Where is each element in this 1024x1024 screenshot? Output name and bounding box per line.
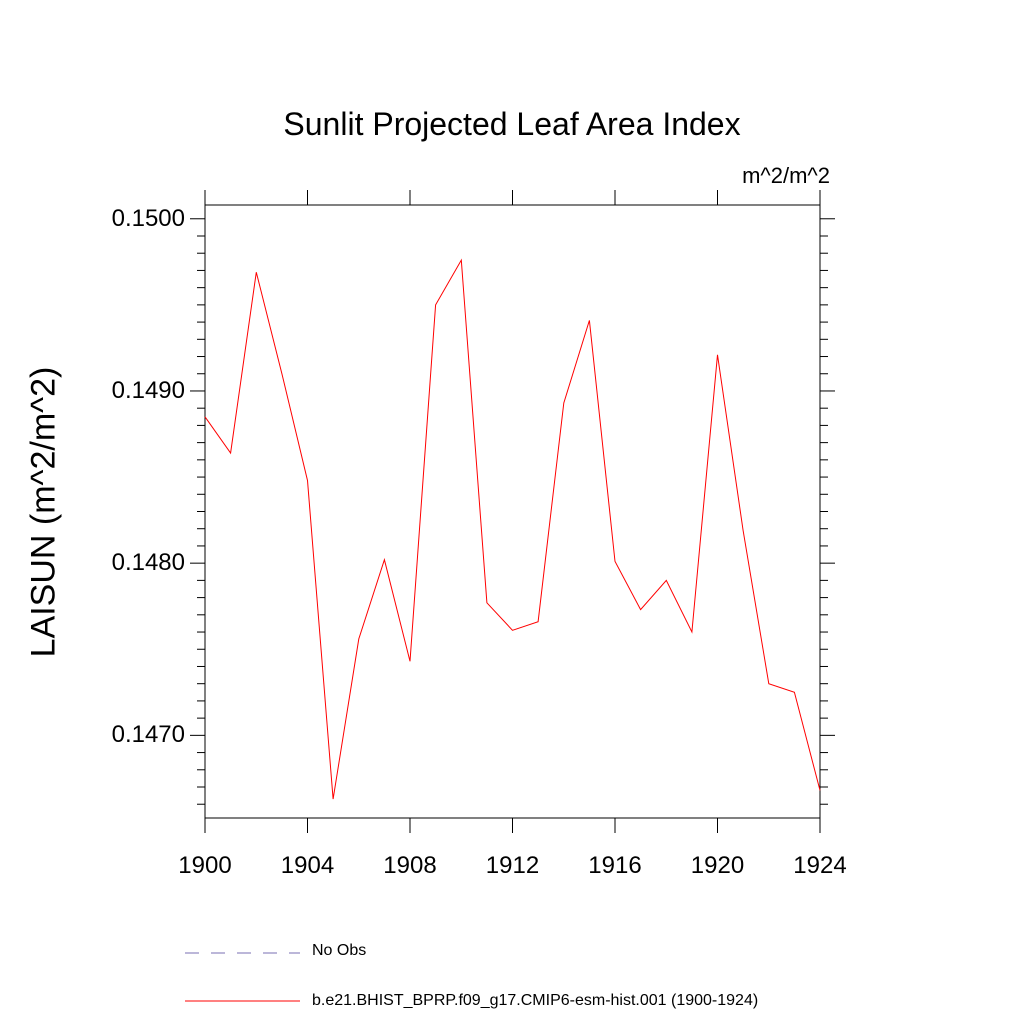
chart-title: Sunlit Projected Leaf Area Index bbox=[283, 106, 741, 142]
x-tick-label: 1908 bbox=[383, 852, 437, 879]
x-tick-label: 1924 bbox=[793, 852, 847, 879]
y-tick-label: 0.1470 bbox=[111, 721, 185, 749]
series-line-0 bbox=[204, 258, 821, 800]
y-tick-label: 0.1480 bbox=[111, 549, 185, 577]
units-label: m^2/m^2 bbox=[742, 163, 830, 188]
y-tick-label: 0.1490 bbox=[111, 376, 185, 404]
x-tick-label: 1900 bbox=[178, 852, 232, 879]
x-tick-label: 1912 bbox=[485, 852, 540, 879]
x-tick-label: 1920 bbox=[690, 852, 745, 879]
x-tick-label: 1904 bbox=[280, 852, 335, 879]
legend-label-no-obs: No Obs bbox=[312, 942, 367, 959]
x-tick-label: 1916 bbox=[588, 852, 642, 879]
plot-frame bbox=[204, 204, 821, 819]
y-tick-label: 0.1500 bbox=[111, 204, 185, 232]
legend-label-model-run: b.e21.BHIST_BPRP.f09_g17.CMIP6-esm-hist.… bbox=[312, 992, 759, 1009]
